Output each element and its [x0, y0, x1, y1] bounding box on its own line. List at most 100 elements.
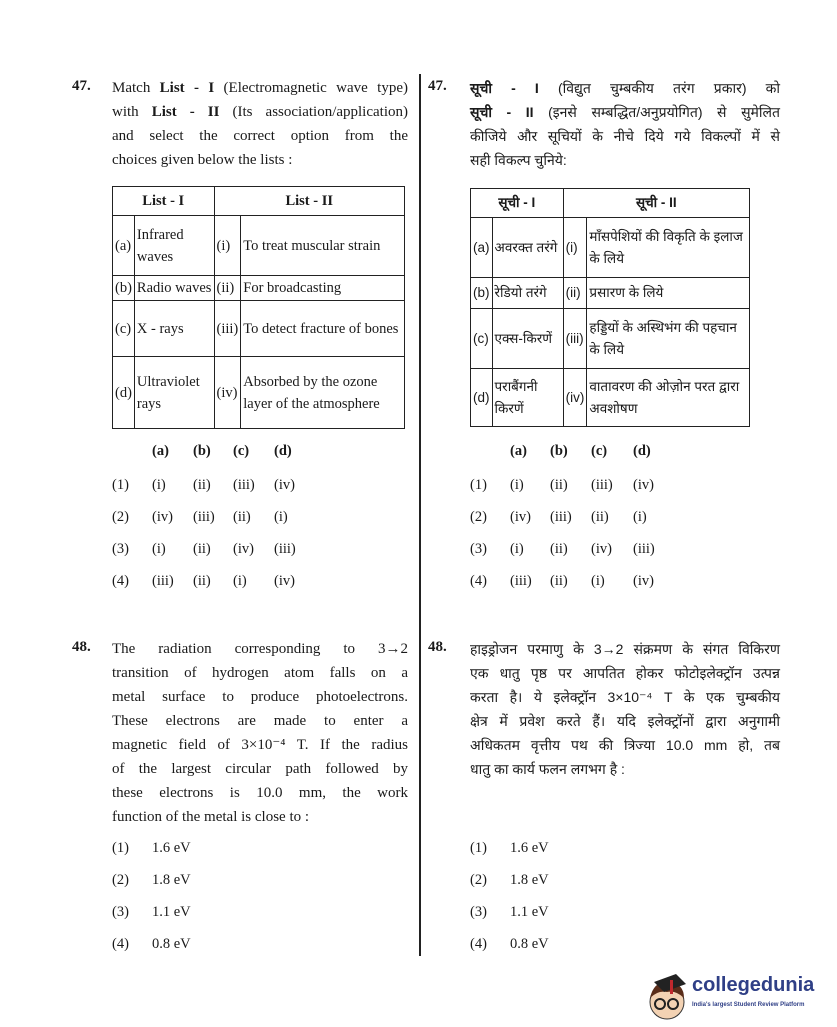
list-label: सूची - II — [470, 104, 534, 120]
row-label: (iii) — [562, 308, 588, 369]
row-label: (i) — [213, 215, 242, 276]
option-label: (1) — [470, 477, 487, 493]
column-header: List - II — [213, 186, 405, 216]
answer-column-header: (c) — [233, 443, 250, 459]
text-segment: सही विकल्प चुनिये: — [470, 152, 567, 168]
text-segment: These electrons are made to enter a — [112, 713, 408, 729]
text-segment: (विद्युत चुम्बकीय तरंग प्रकार) को — [538, 80, 781, 96]
text-segment: (Its association/application) — [219, 104, 409, 120]
list-ii-item: हड्डियों के अस्थिभंग की पहचान के लिये — [586, 308, 750, 369]
list-ii-item: To treat muscular strain — [240, 215, 405, 276]
option-label: (4) — [112, 936, 129, 952]
option-value: (iii) — [633, 541, 655, 557]
option-value: (iv) — [274, 477, 295, 493]
option-value: (iii) — [550, 509, 572, 525]
option-value: (iv) — [510, 509, 531, 525]
text-segment: transition of hydrogen atom falls on a — [112, 665, 408, 681]
text-segment: Match — [112, 80, 160, 96]
option-value: (iv) — [633, 477, 654, 493]
text-segment: धातु का कार्य फलन लगभग है : — [470, 761, 625, 777]
answer-column-header: (b) — [550, 443, 568, 459]
list-i-item: Radio waves — [133, 275, 215, 301]
option-value: (iii) — [152, 573, 174, 589]
list-ii-item: वातावरण की ओज़ोन परत द्वारा अवशोषण — [586, 368, 750, 427]
question-47-number: 47. — [72, 78, 91, 94]
option-value: (ii) — [193, 477, 211, 493]
list-ii-item: माँसपेशियों की विकृति के इलाज के लिये — [586, 217, 750, 278]
mascot-logo-icon — [649, 974, 686, 1020]
option-label: (2) — [112, 872, 129, 888]
option-value: (ii) — [591, 509, 609, 525]
option-value: (i) — [591, 573, 605, 589]
row-label: (ii) — [562, 277, 588, 309]
row-label: (iv) — [213, 356, 242, 429]
option-value: 0.8 eV — [510, 936, 549, 952]
row-label: (i) — [562, 217, 588, 278]
option-value: (ii) — [193, 541, 211, 557]
option-value: (iii) — [510, 573, 532, 589]
table-row: (d) Ultraviolet rays (iv) Absorbed by the o… — [112, 356, 405, 429]
option-value: (i) — [274, 509, 288, 525]
option-value: (iv) — [233, 541, 254, 557]
text-segment: करता है। ये इलेक्ट्रॉन 3×10⁻⁴ T के एक चु… — [470, 689, 780, 705]
text-segment: (इनसे सम्बद्धित/अनुप्रयोगित) से सुमेलित — [533, 104, 781, 120]
text-line: transition of hydrogen atom falls on a — [112, 663, 408, 683]
option-value: (ii) — [550, 477, 568, 493]
option-value: (ii) — [550, 573, 568, 589]
list-ii-item: Absorbed by the ozone layer of the atmos… — [240, 356, 405, 429]
answer-column-header: (a) — [510, 443, 527, 459]
text-line: एक धातु पृष्ठ पर आपतित होकर फोटोइलेक्ट्र… — [470, 663, 780, 683]
list-i-item: एक्स-किरणें — [491, 308, 564, 369]
option-value: (i) — [510, 541, 524, 557]
answer-column-header: (b) — [193, 443, 211, 459]
option-label: (2) — [112, 509, 129, 525]
question-47-match-table-english: List - I List - II (a) Infrared waves (i) To … — [112, 186, 405, 429]
list-i-item: रेडियो तरंगे — [491, 277, 564, 309]
list-i-item: Infrared waves — [133, 215, 215, 276]
option-value: (i) — [633, 509, 647, 525]
brand-tagline: India's largest Student Review Platform — [692, 1002, 805, 1008]
table-row: (b) Radio waves (ii) For broadcasting — [112, 275, 405, 301]
text-segment: The radiation corresponding to 3→2 — [112, 641, 408, 657]
text-segment: हाइड्रोजन परमाणु के 3→2 संक्रमण के संगत … — [470, 641, 780, 657]
row-label: (d) — [470, 368, 493, 427]
row-label: (iii) — [213, 300, 242, 357]
text-segment: अधिकतम वृत्तीय पथ की त्रिज्या 10.0 mm हो… — [470, 737, 780, 753]
table-row: (a) अवरक्त तरंगे (i) माँसपेशियों की विकृति … — [470, 217, 750, 278]
option-value: 1.6 eV — [152, 840, 191, 856]
question-48-number-hindi: 48. — [428, 639, 447, 655]
text-line: क्षेत्र में प्रवेश करते हैं। यदि इलेक्ट्… — [470, 711, 780, 731]
option-value: (i) — [510, 477, 524, 493]
question-47-number-hindi: 47. — [428, 78, 447, 94]
option-value: 1.8 eV — [152, 872, 191, 888]
row-label: (b) — [470, 277, 493, 309]
option-value: 0.8 eV — [152, 936, 191, 952]
option-value: (ii) — [550, 541, 568, 557]
question-48-number: 48. — [72, 639, 91, 655]
option-label: (1) — [112, 477, 129, 493]
option-label: (2) — [470, 509, 487, 525]
option-value: (iii) — [193, 509, 215, 525]
text-line: सूची - II (इनसे सम्बद्धित/अनुप्रयोगित) स… — [470, 102, 780, 122]
option-value: (iii) — [591, 477, 613, 493]
table-row: (b) रेडियो तरंगे (ii) प्रसारण के लिये — [470, 277, 750, 309]
table-row: (d) पराबैंगनी किरणें (iv) वातावरण की ओज़ोन … — [470, 368, 750, 427]
text-line: These electrons are made to enter a — [112, 711, 408, 731]
list-ii-item: For broadcasting — [240, 275, 405, 301]
answer-column-header: (c) — [591, 443, 608, 459]
list-label: List - I — [159, 80, 215, 96]
text-line: करता है। ये इलेक्ट्रॉन 3×10⁻⁴ T के एक चु… — [470, 687, 780, 707]
column-divider — [419, 74, 421, 956]
question-47-match-table-hindi: सूची - I सूची - II (a) अवरक्त तरंगे (i) माँसप… — [470, 188, 751, 427]
row-label: (a) — [470, 217, 493, 278]
text-line: with List - II (Its association/applicat… — [112, 102, 408, 122]
text-line: magnetic field of 3×10⁻⁴ T. If the radiu… — [112, 735, 408, 755]
text-segment: and select the correct option from the — [112, 128, 408, 144]
list-i-item: पराबैंगनी किरणें — [491, 368, 564, 427]
list-i-item: Ultraviolet rays — [133, 356, 215, 429]
text-segment: metal surface to produce photoelectrons. — [112, 689, 408, 705]
text-segment: choices given below the lists : — [112, 152, 293, 168]
text-line: these electrons is 10.0 mm, the work — [112, 783, 408, 803]
row-label: (a) — [112, 215, 135, 276]
option-value: (ii) — [193, 573, 211, 589]
